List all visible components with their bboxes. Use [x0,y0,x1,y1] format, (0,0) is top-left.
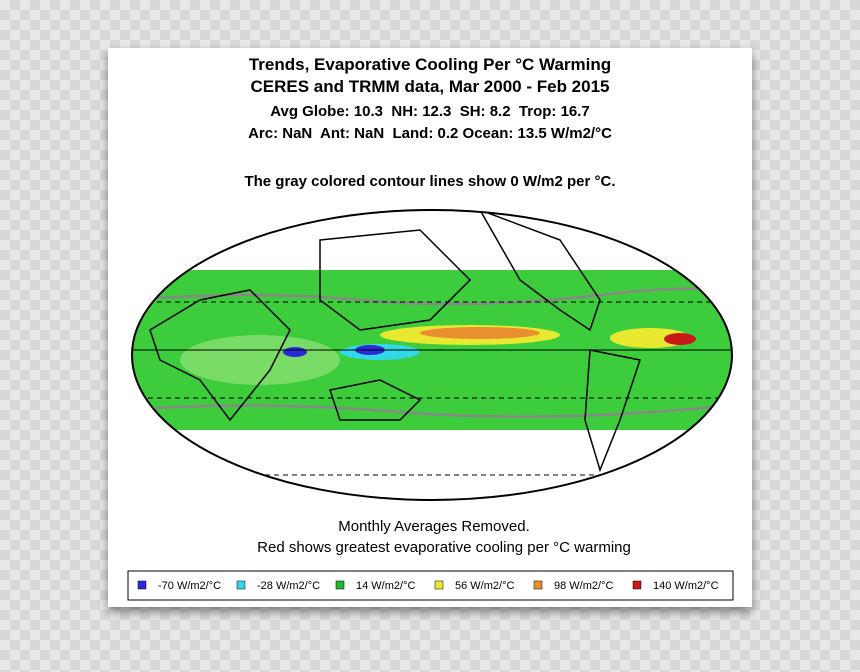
footer-line: Monthly Averages Removed. [338,518,530,535]
footer-line: Red shows greatest evaporative cooling p… [257,539,631,556]
map-outline [131,209,733,501]
legend: -70 W/m2/°C -28 W/m2/°C 14 W/m2/°C 56 W/m2/… [137,580,719,592]
legend-label: 98 W/m2/°C [554,580,613,592]
legend-label: 14 W/m2/°C [356,580,415,592]
stats-line: Arc: NaN Ant: NaN Land: 0.2 Ocean: 13.5 … [248,125,612,142]
map [132,210,732,500]
legend-swatch [137,580,147,590]
legend-swatch [335,580,345,590]
title-line: Trends, Evaporative Cooling Per °C Warmi… [249,55,611,74]
legend-swatch [434,580,444,590]
legend-swatch [533,580,543,590]
legend-label: -28 W/m2/°C [257,580,320,592]
legend-label: 56 W/m2/°C [455,580,514,592]
legend-label: -70 W/m2/°C [158,580,221,592]
legend-box [127,570,734,601]
legend-label: 140 W/m2/°C [653,580,719,592]
legend-swatch [632,580,642,590]
note: The gray colored contour lines show 0 W/… [244,173,615,190]
legend-swatch [236,580,246,590]
title-line: CERES and TRMM data, Mar 2000 - Feb 2015 [251,77,610,96]
stats-line: Avg Globe: 10.3 NH: 12.3 SH: 8.2 Trop: 1… [270,103,590,120]
